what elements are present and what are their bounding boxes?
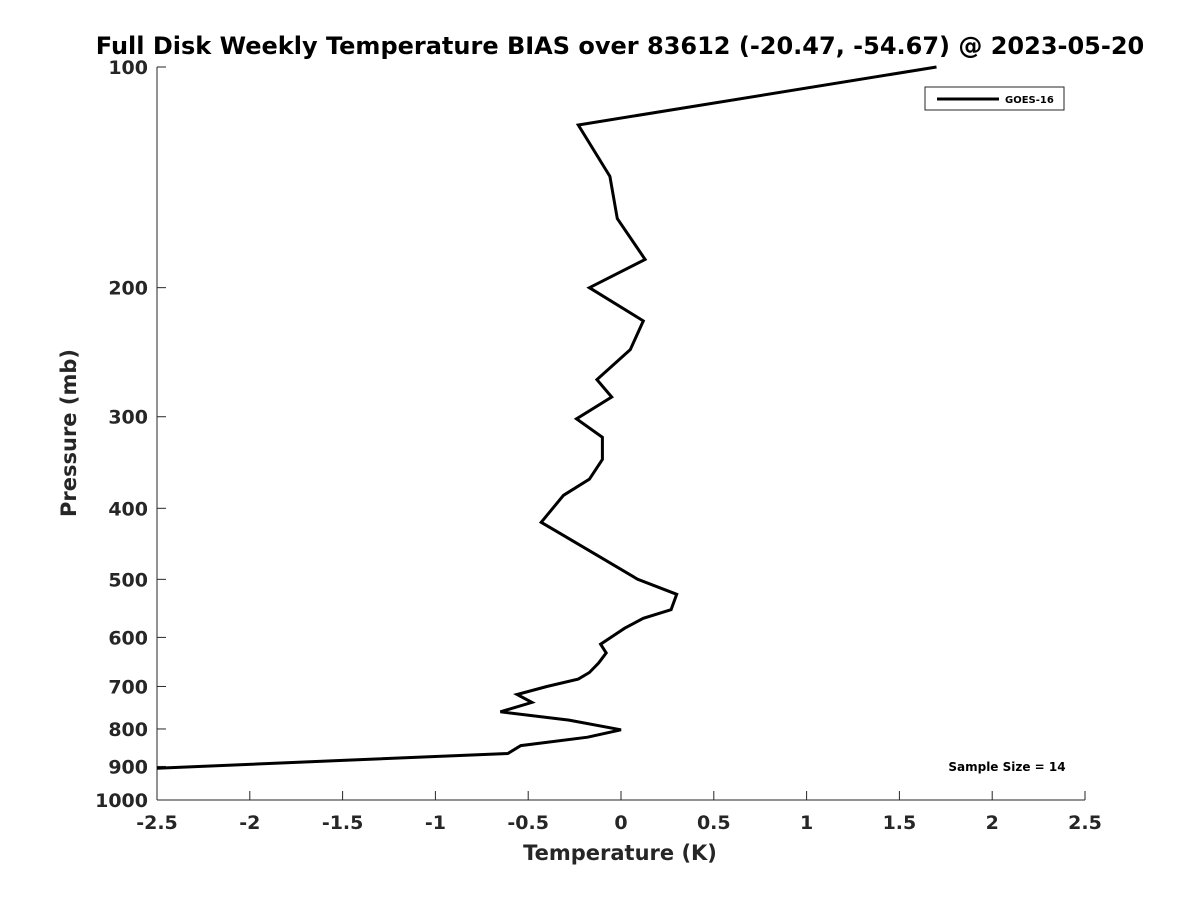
y-tick-label: 900 [108, 756, 148, 778]
y-tick-label: 1000 [95, 790, 148, 812]
x-tick-label: 0.5 [697, 812, 731, 834]
x-axis-label: Temperature (K) [523, 841, 717, 865]
plot-area: -2.5 -2 -1.5 -1 -0.5 0 0.5 1 1.5 2 2.5 100 200 300 40… [95, 57, 1102, 834]
x-ticks: -2.5 -2 -1.5 -1 -0.5 0 0.5 1 1.5 2 2.5 [136, 791, 1102, 834]
y-tick-label: 400 [108, 498, 148, 520]
x-tick-label: 1 [800, 812, 813, 834]
y-tick-label: 200 [108, 278, 148, 300]
x-tick-label: 0 [614, 812, 627, 834]
chart-title: Full Disk Weekly Temperature BIAS over 8… [96, 32, 1144, 60]
x-tick-label: 2 [986, 812, 999, 834]
y-tick-label: 300 [108, 407, 148, 429]
sample-size-annotation: Sample Size = 14 [948, 760, 1065, 774]
series-line-goes-16 [156, 65, 937, 770]
x-tick-label: 2.5 [1068, 812, 1102, 834]
y-tick-label: 500 [108, 569, 148, 591]
y-ticks: 100 200 300 400 500 600 700 800 900 1000 [95, 57, 166, 812]
x-tick-label: -2.5 [136, 812, 178, 834]
legend-entry-label: GOES-16 [1005, 95, 1054, 106]
y-tick-label: 100 [108, 57, 148, 79]
x-tick-label: 1.5 [883, 812, 917, 834]
x-tick-label: -1.5 [322, 812, 364, 834]
series-layer [156, 65, 937, 770]
y-tick-label: 700 [108, 676, 148, 698]
legend: GOES-16 [924, 86, 1065, 111]
y-tick-label: 800 [108, 719, 148, 741]
x-tick-label: -0.5 [507, 812, 549, 834]
x-tick-label: -1 [425, 812, 446, 834]
x-tick-label: -2 [239, 812, 260, 834]
y-axis-label: Pressure (mb) [57, 349, 81, 517]
y-tick-label: 600 [108, 627, 148, 649]
